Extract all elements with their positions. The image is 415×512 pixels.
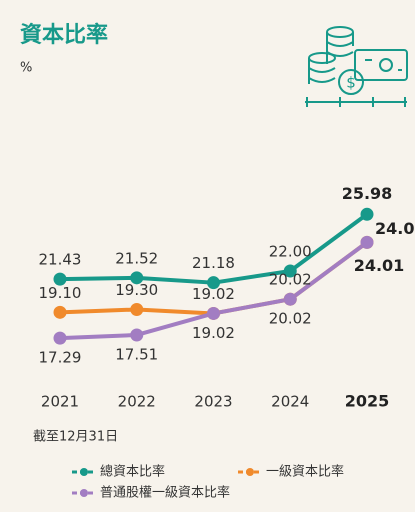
point [283,292,297,306]
value-label: 24.01 [354,256,405,275]
value-label: 20.02 [269,271,312,289]
point [283,264,297,278]
svg-text:$: $ [346,74,356,92]
value-label: 17.29 [39,349,82,367]
point [53,272,67,286]
point [53,305,67,319]
value-label: 19.30 [115,281,158,299]
legend-label: 一級資本比率 [266,464,344,480]
legend-label: 普通股權一級資本比率 [100,485,230,501]
point [360,207,374,221]
coins-icon: $ [305,26,408,107]
x-tick-label: 2025 [345,392,390,411]
point [130,302,144,316]
chart-subtitle: % [20,61,32,76]
x-tick-label: 2022 [118,393,156,411]
point [207,276,220,290]
point [53,331,67,345]
legend-label: 總資本比率 [100,464,165,480]
x-tick-label: 2021 [41,393,79,411]
value-label: 21.52 [115,249,158,267]
value-label: 21.43 [39,251,82,269]
point [130,271,144,285]
legend-dot [80,489,88,497]
x-tick-label: 2024 [271,393,309,411]
point [360,235,374,249]
value-label: 19.10 [39,284,82,302]
value-label: 19.02 [192,285,235,303]
point [207,306,220,320]
value-label: 25.98 [342,184,393,203]
value-label: 19.02 [192,324,235,342]
series-line [59,212,369,285]
legend-dot [246,468,254,476]
value-label: 22.00 [269,243,312,261]
chart-note: 截至12月31日 [33,430,118,445]
value-label: 24.01 [375,219,415,238]
chart-title: 資本比率 [20,22,108,48]
value-label: 17.51 [115,345,158,363]
value-label: 20.02 [269,310,312,328]
point [130,328,144,342]
legend-dot [80,468,88,476]
x-tick-label: 2023 [194,393,232,411]
value-label: 21.18 [192,254,235,272]
